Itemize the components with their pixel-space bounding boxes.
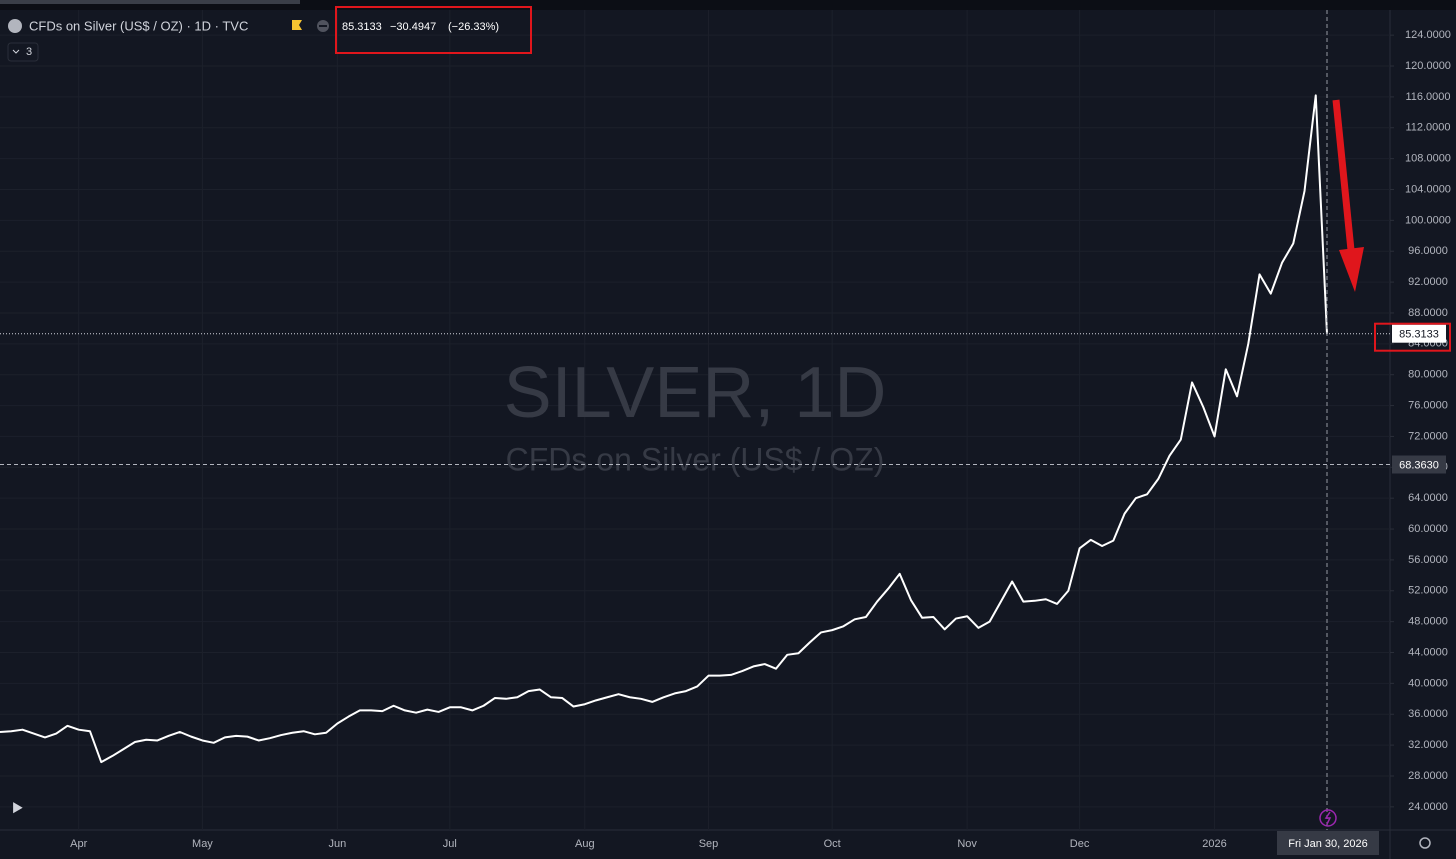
annotation-arrow xyxy=(1332,99,1355,251)
crosshair-date-box xyxy=(1277,831,1379,855)
last-price-label: 85.3133 xyxy=(1399,329,1439,341)
y-tick-label: 112.0000 xyxy=(1405,122,1450,134)
y-tick-label: 40.0000 xyxy=(1408,677,1448,689)
chart-title: CFDs on Silver (US$ / OZ) · 1D · TVC xyxy=(29,18,248,33)
flag-icon[interactable] xyxy=(292,20,302,30)
annotation-arrowhead xyxy=(1339,247,1364,292)
y-tick-label: 64.0000 xyxy=(1408,492,1448,504)
watermark: SILVER, 1D xyxy=(504,353,887,433)
y-tick-label: 92.0000 xyxy=(1408,276,1448,288)
y-tick-label: 120.0000 xyxy=(1405,60,1451,72)
header-last: 85.3133 xyxy=(342,21,382,33)
price-line xyxy=(0,94,1328,764)
x-tick-label: 2026 xyxy=(1202,838,1226,850)
plot xyxy=(0,10,1390,830)
y-tick-label: 44.0000 xyxy=(1408,646,1448,658)
header-change: −30.4947 xyxy=(390,21,436,33)
x-tick-label: Aug xyxy=(575,838,595,850)
header-change-pct: (−26.33%) xyxy=(448,21,499,33)
watermark-subtitle: CFDs on Silver (US$ / OZ) xyxy=(506,441,885,477)
y-tick-label: 60.0000 xyxy=(1408,523,1448,535)
top-strip xyxy=(0,0,1456,10)
y-tick-label: 124.0000 xyxy=(1405,29,1451,41)
y-tick-label: 96.0000 xyxy=(1408,245,1448,257)
y-tick-label: 52.0000 xyxy=(1408,585,1448,597)
y-tick-label: 100.0000 xyxy=(1405,214,1451,226)
highlight-box xyxy=(1374,322,1451,352)
settings-icon[interactable] xyxy=(1419,837,1431,849)
x-tick-label: Jun xyxy=(328,838,346,850)
x-tick-label: Oct xyxy=(824,838,841,850)
y-tick-label: 36.0000 xyxy=(1408,708,1448,720)
x-tick-label: Dec xyxy=(1070,838,1090,850)
highlight-box xyxy=(335,6,532,54)
x-tick-label: Jul xyxy=(443,838,457,850)
grid xyxy=(0,10,1390,830)
last-price-box xyxy=(1392,324,1446,343)
logo[interactable]: ⯈ xyxy=(10,799,24,819)
tab-edge xyxy=(0,0,300,4)
x-tick-label: Apr xyxy=(70,838,87,850)
x-tick-label: Sep xyxy=(699,838,719,850)
reference-label-box xyxy=(1392,455,1446,474)
y-tick-label: 28.0000 xyxy=(1408,770,1448,782)
y-tick-label: 108.0000 xyxy=(1405,153,1451,165)
y-tick-label: 80.0000 xyxy=(1408,369,1448,381)
reference-label: 68.3630 xyxy=(1399,459,1439,471)
event-icon[interactable] xyxy=(1319,809,1337,827)
indicator-button[interactable] xyxy=(7,42,39,62)
y-tick-label: 32.0000 xyxy=(1408,739,1448,751)
status-icon-bar xyxy=(319,25,327,27)
y-tick-label: 24.0000 xyxy=(1408,801,1448,813)
chevron-icon xyxy=(12,49,20,54)
crosshair-date: Fri Jan 30, 2026 xyxy=(1288,838,1368,850)
x-tick-label: Nov xyxy=(957,838,977,850)
y-tick-label: 56.0000 xyxy=(1408,554,1448,566)
y-tick-label: 104.0000 xyxy=(1405,183,1451,195)
y-tick-label: 76.0000 xyxy=(1408,399,1448,411)
y-tick-label: 48.0000 xyxy=(1408,616,1448,628)
y-tick-label: 88.0000 xyxy=(1408,307,1448,319)
symbol-icon xyxy=(8,19,22,33)
y-tick-label: 116.0000 xyxy=(1405,91,1450,103)
x-tick-label: May xyxy=(192,838,213,850)
indicator-count[interactable]: 3 xyxy=(26,46,32,58)
y-tick-label: 72.0000 xyxy=(1408,430,1448,442)
event-icon-bolt xyxy=(1324,811,1332,825)
